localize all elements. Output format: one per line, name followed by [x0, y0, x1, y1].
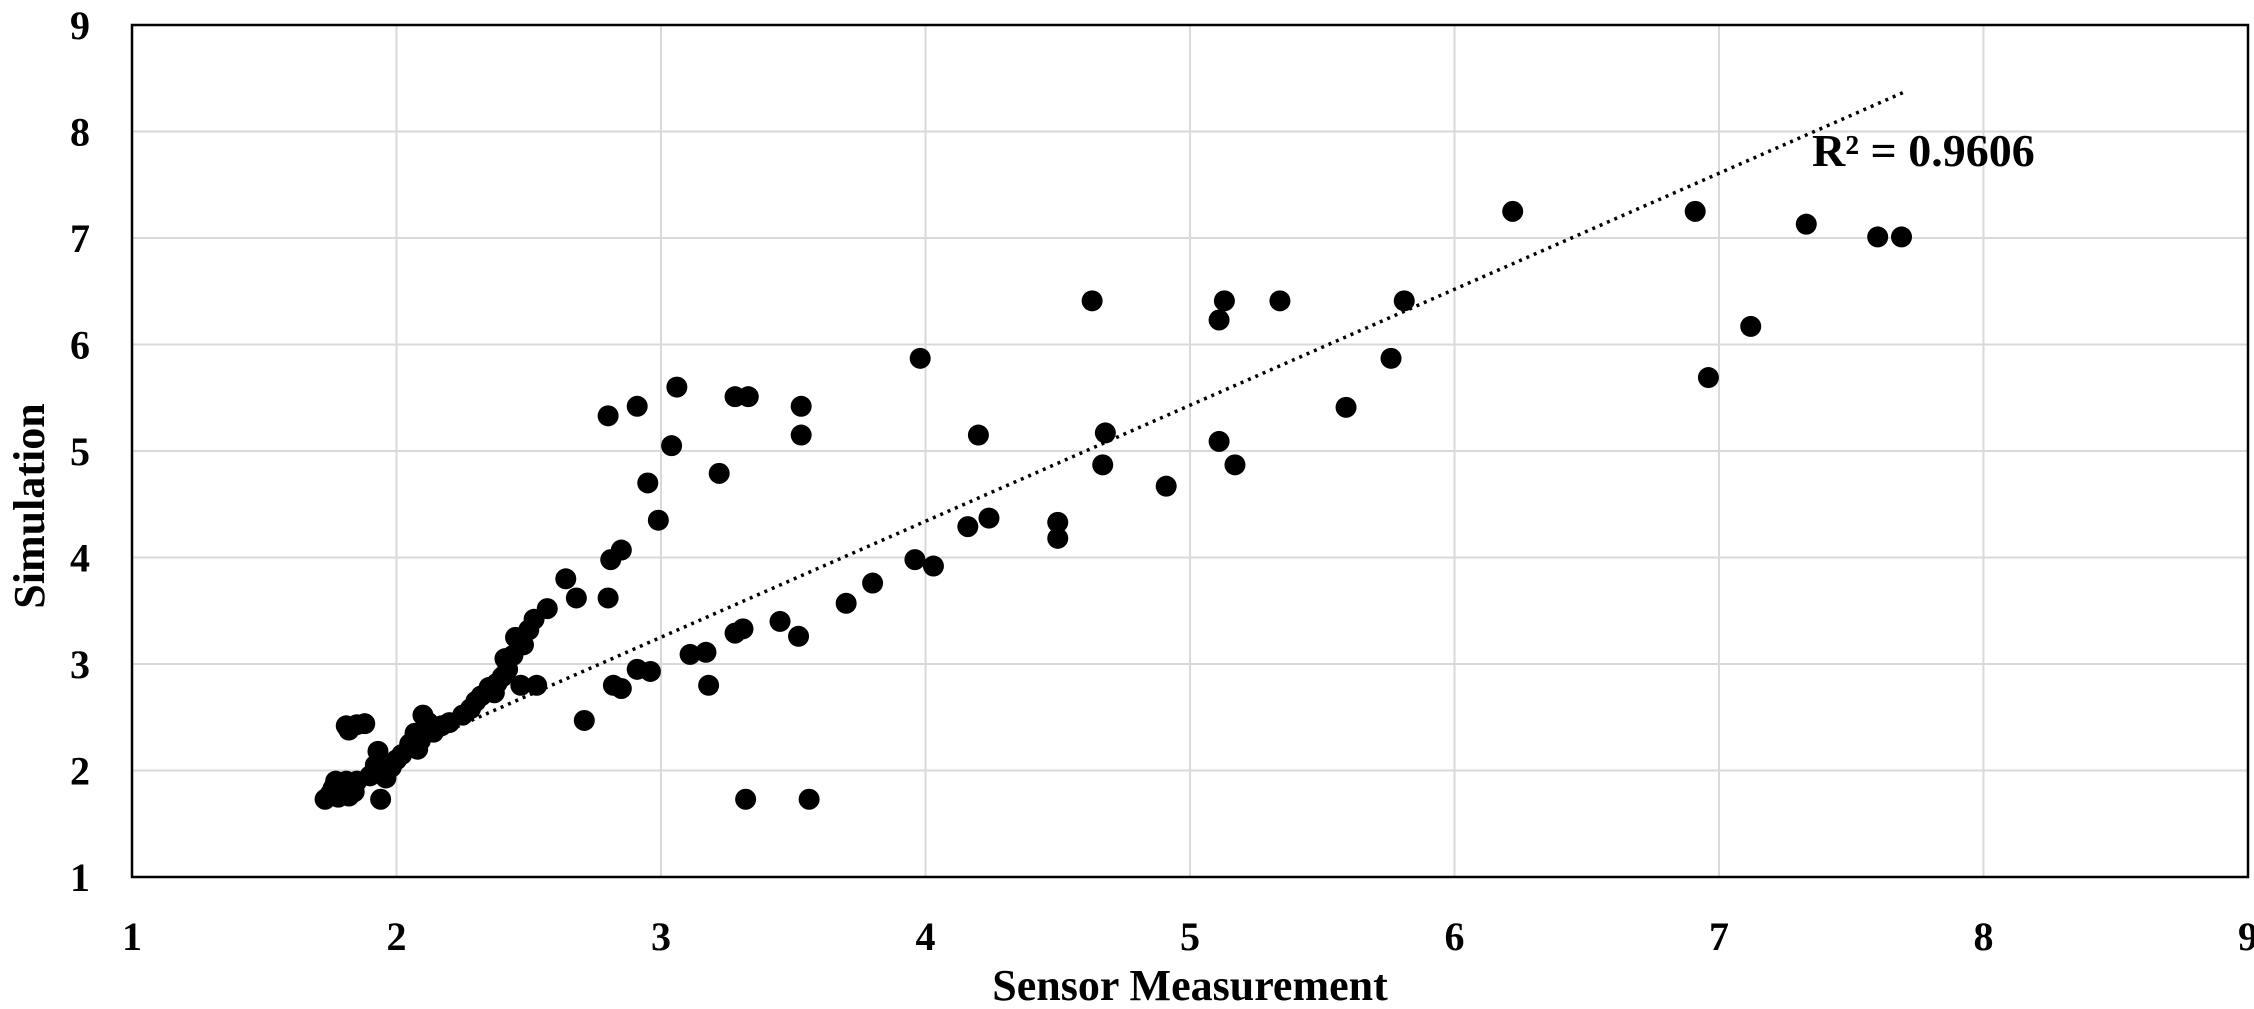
data-point	[967, 424, 989, 446]
data-point	[555, 568, 577, 590]
y-tick-label: 9	[70, 3, 90, 48]
data-point	[769, 610, 791, 632]
data-point	[1081, 290, 1103, 312]
y-tick-label: 6	[70, 323, 90, 368]
data-point	[1740, 315, 1762, 337]
data-point	[679, 643, 701, 665]
data-point	[639, 660, 661, 682]
x-axis-ticks: 1 2 3 4 5 6 7 8 9	[122, 914, 2254, 959]
data-point	[1094, 422, 1116, 444]
data-point	[1047, 527, 1069, 549]
data-points	[314, 200, 1913, 810]
data-point	[1867, 226, 1889, 248]
data-point	[735, 788, 757, 810]
data-point	[1891, 226, 1913, 248]
y-tick-label: 1	[70, 855, 90, 900]
data-point	[510, 674, 532, 696]
data-point	[835, 592, 857, 614]
data-point	[909, 347, 931, 369]
x-tick-label: 1	[122, 914, 142, 959]
data-point	[1047, 511, 1069, 533]
data-point	[1155, 475, 1177, 497]
x-tick-label: 7	[1709, 914, 1729, 959]
data-point	[370, 788, 392, 810]
data-point	[698, 674, 720, 696]
x-tick-label: 6	[1445, 914, 1465, 959]
data-point	[978, 507, 1000, 529]
data-point	[1795, 213, 1817, 235]
y-axis-title: Simulation	[5, 403, 54, 608]
y-tick-label: 7	[70, 216, 90, 261]
data-point	[1502, 200, 1524, 222]
y-tick-label: 3	[70, 642, 90, 687]
data-point	[788, 625, 810, 647]
data-point	[1393, 290, 1415, 312]
data-point	[957, 516, 979, 538]
x-tick-label: 2	[387, 914, 407, 959]
x-tick-label: 5	[1180, 914, 1200, 959]
r-squared-annotation: R² = 0.9606	[1812, 125, 2035, 176]
y-axis-ticks: 1 2 3 4 5 6 7 8 9	[70, 3, 90, 900]
data-point	[1092, 454, 1114, 476]
data-point	[610, 539, 632, 561]
data-point	[597, 587, 619, 609]
data-point	[573, 709, 595, 731]
y-tick-label: 4	[70, 536, 90, 581]
data-point	[1213, 290, 1235, 312]
data-point	[922, 555, 944, 577]
data-point	[695, 641, 717, 663]
x-tick-label: 4	[916, 914, 936, 959]
data-point	[626, 395, 648, 417]
data-point	[1684, 200, 1706, 222]
data-point	[798, 788, 820, 810]
data-point	[1697, 367, 1719, 389]
data-point	[790, 424, 812, 446]
data-point	[1269, 290, 1291, 312]
data-point	[1224, 454, 1246, 476]
data-point	[354, 713, 376, 735]
x-tick-label: 3	[651, 914, 671, 959]
y-tick-label: 2	[70, 749, 90, 794]
data-point	[367, 740, 389, 762]
plot-area-frame	[130, 23, 2250, 879]
data-point	[790, 395, 812, 417]
data-point	[732, 618, 754, 640]
trendline	[448, 90, 1905, 732]
data-point	[1208, 309, 1230, 331]
data-point	[597, 405, 619, 427]
data-point	[1335, 396, 1357, 418]
data-point	[862, 572, 884, 594]
data-point	[1208, 430, 1230, 452]
data-point	[647, 509, 669, 531]
y-tick-label: 5	[70, 429, 90, 474]
data-point	[536, 598, 558, 620]
data-point	[637, 472, 659, 494]
data-point	[708, 462, 730, 484]
x-tick-label: 8	[1974, 914, 1994, 959]
data-point	[904, 549, 926, 571]
data-point	[565, 587, 587, 609]
data-point	[666, 376, 688, 398]
data-point	[737, 386, 759, 408]
data-point	[610, 677, 632, 699]
data-point	[1380, 347, 1402, 369]
x-tick-label: 9	[2238, 914, 2254, 959]
data-point	[661, 435, 683, 457]
x-axis-title: Sensor Measurement	[992, 961, 1388, 1009]
data-point	[526, 674, 548, 696]
y-tick-label: 8	[70, 110, 90, 155]
